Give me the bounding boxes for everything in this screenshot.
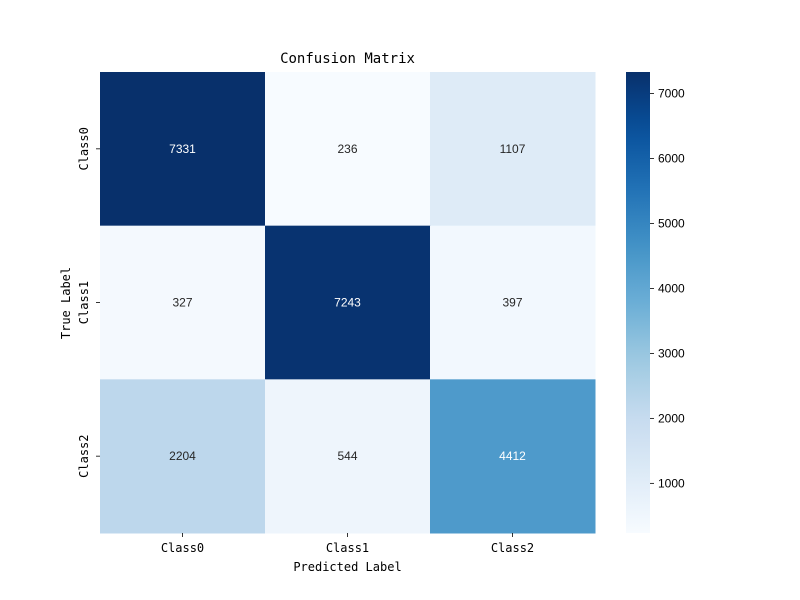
heatmap-cells <box>100 72 596 534</box>
cell-value-label: 7331 <box>169 142 196 156</box>
colorbar-tick-label: 5000 <box>658 216 685 230</box>
y-tick-label: Class2 <box>77 434 91 477</box>
cell-value-label: 4412 <box>499 449 526 463</box>
heatmap-cell <box>100 72 266 227</box>
cell-value-label: 236 <box>337 142 357 156</box>
colorbar-tick-label: 7000 <box>658 87 685 101</box>
colorbar-tick-label: 4000 <box>658 281 685 295</box>
x-tick-label: Class0 <box>161 541 204 555</box>
heatmap-cell <box>100 225 266 380</box>
y-axis-ticks: Class0 Class1 Class2 <box>77 127 100 478</box>
cell-value-label: 2204 <box>169 449 196 463</box>
colorbar-tick-label: 3000 <box>658 346 685 360</box>
heatmap-cell <box>100 379 266 534</box>
colorbar-ticks: 1000 2000 3000 4000 5000 6000 7000 <box>650 87 685 490</box>
cell-value-label: 397 <box>502 296 522 310</box>
x-axis-ticks: Class0 Class1 Class2 <box>161 533 534 555</box>
x-tick-label: Class1 <box>326 541 369 555</box>
x-tick-label: Class2 <box>491 541 534 555</box>
heatmap-cell <box>430 72 596 227</box>
y-axis-label: True Label <box>59 267 73 339</box>
colorbar-tick-label: 2000 <box>658 411 685 425</box>
heatmap-cell <box>265 379 431 534</box>
cell-value-label: 544 <box>337 449 357 463</box>
heatmap-cell <box>430 379 596 534</box>
cell-value-label: 327 <box>172 296 192 310</box>
colorbar <box>626 72 650 533</box>
heatmap-cell <box>430 225 596 380</box>
y-tick-label: Class0 <box>77 127 91 170</box>
chart-title: Confusion Matrix <box>280 51 415 67</box>
cell-value-label: 7243 <box>334 296 361 310</box>
cell-value-label: 1107 <box>500 142 526 156</box>
y-tick-label: Class1 <box>77 281 91 324</box>
colorbar-tick-label: 1000 <box>658 476 685 490</box>
colorbar-tick-label: 6000 <box>658 151 685 165</box>
x-axis-label: Predicted Label <box>293 560 401 574</box>
heatmap-cell <box>265 225 431 380</box>
heatmap-cell-labels: 7331 236 1107 327 7243 397 2204 544 4412 <box>169 142 526 463</box>
heatmap-cell <box>265 72 431 227</box>
